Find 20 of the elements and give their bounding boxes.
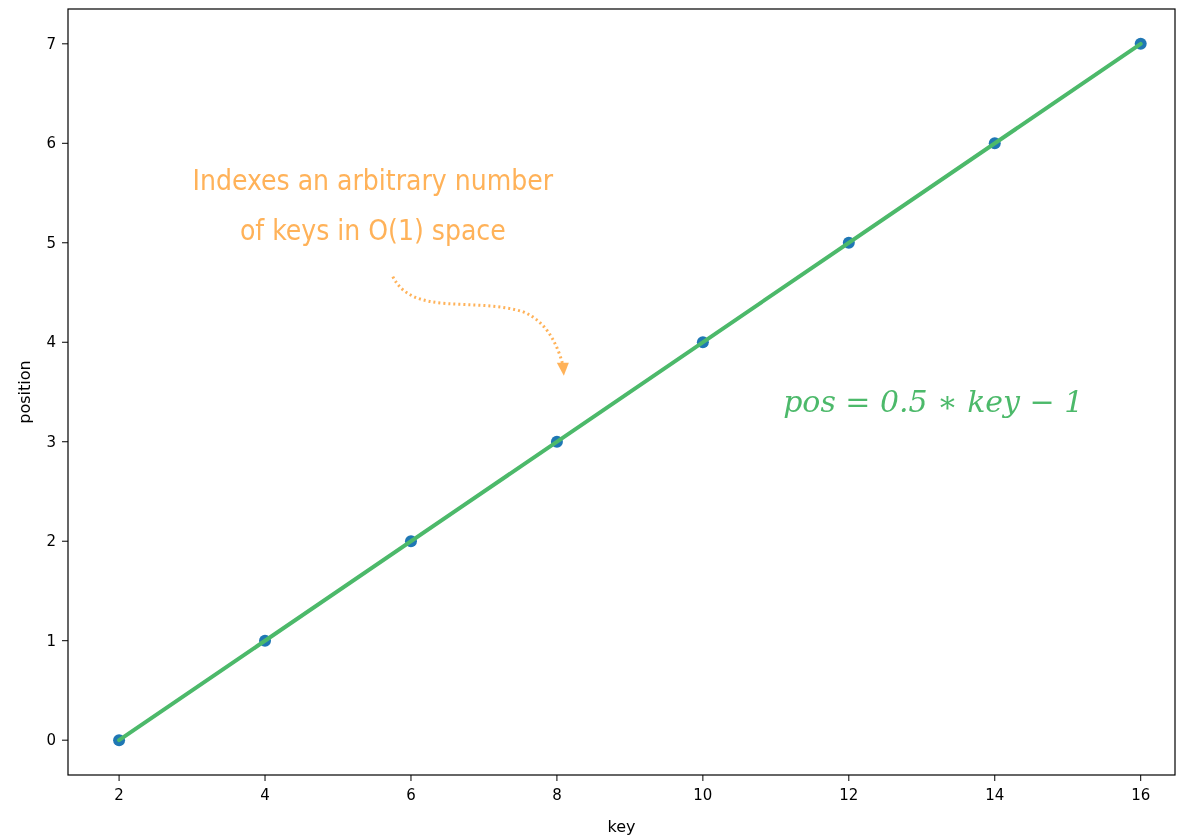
x-tick-label: 2 xyxy=(114,786,124,804)
y-tick-label: 5 xyxy=(46,233,56,252)
x-tick-label: 16 xyxy=(1131,786,1151,804)
x-axis-title: key xyxy=(607,817,636,836)
x-tick-label: 14 xyxy=(985,786,1005,804)
y-tick-label: 7 xyxy=(46,34,56,53)
x-tick-label: 8 xyxy=(552,786,562,804)
y-axis-title: position xyxy=(15,360,34,424)
y-tick-label: 0 xyxy=(46,731,56,750)
y-tick-label: 1 xyxy=(46,631,56,650)
y-tick-label: 6 xyxy=(46,134,56,153)
annotation: Indexes an arbitrary number of keys in O(1) space xyxy=(192,163,554,247)
y-tick-label: 3 xyxy=(46,432,56,451)
x-tick-label: 10 xyxy=(693,786,713,804)
y-tick-label: 4 xyxy=(46,333,56,352)
text: pos = 0.5 ∗ key − 1 xyxy=(783,383,1084,419)
x-tick-label: 6 xyxy=(406,786,416,804)
x-tick-label: 4 xyxy=(260,786,270,804)
y-tick-label: 2 xyxy=(46,532,56,551)
x-tick-label: 12 xyxy=(839,786,859,804)
